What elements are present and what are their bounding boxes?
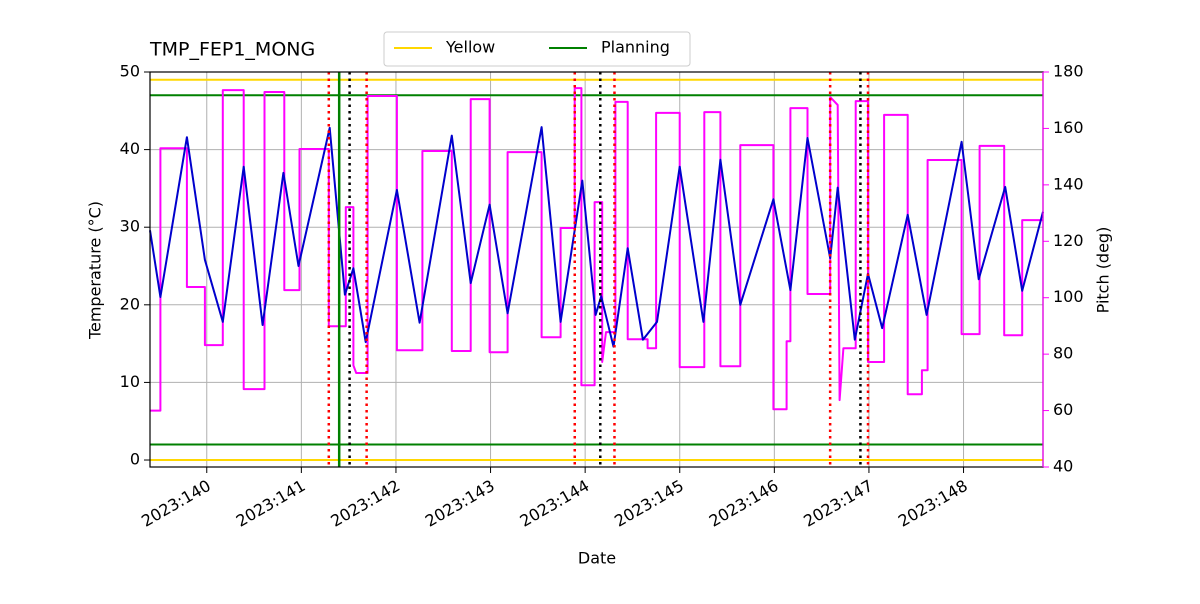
x-tick-label: 2023:140: [138, 476, 214, 531]
chart-title: TMP_FEP1_MONG: [149, 39, 315, 61]
y2-tick-label: 140: [1053, 174, 1084, 193]
y2-tick-label: 60: [1053, 400, 1073, 419]
legend-label: Planning: [601, 38, 670, 57]
y2-tick-label: 120: [1053, 231, 1084, 250]
y2-tick-label: 40: [1053, 457, 1073, 476]
data-line: [150, 87, 1043, 412]
x-tick-label: 2023:143: [422, 476, 498, 531]
y-axis-label: Temperature (°C): [86, 201, 105, 340]
y-tick-label: 10: [120, 372, 140, 391]
y-tick-label: 30: [120, 217, 140, 236]
data-line: [149, 126, 1044, 348]
legend-label: Yellow: [445, 38, 495, 57]
y-tick-label: 0: [130, 450, 140, 469]
x-tick-label: 2023:147: [800, 476, 876, 531]
legend-box: [383, 31, 691, 67]
x-axis-label: Date: [578, 549, 616, 568]
y2-axis-label: Pitch (deg): [1094, 227, 1113, 314]
y2-tick-label: 100: [1053, 287, 1084, 306]
y2-tick-label: 180: [1053, 62, 1084, 81]
x-tick-label: 2023:146: [706, 476, 782, 531]
x-tick-label: 2023:141: [233, 476, 309, 531]
x-tick-label: 2023:144: [517, 476, 593, 531]
y2-tick-label: 160: [1053, 118, 1084, 137]
x-tick-label: 2023:142: [327, 476, 403, 531]
y-tick-label: 40: [120, 139, 140, 158]
x-tick-label: 2023:145: [611, 476, 687, 531]
y-tick-label: 20: [120, 294, 140, 313]
y2-tick-label: 80: [1053, 344, 1073, 363]
y-tick-label: 50: [120, 62, 140, 81]
x-tick-label: 2023:148: [895, 476, 971, 531]
